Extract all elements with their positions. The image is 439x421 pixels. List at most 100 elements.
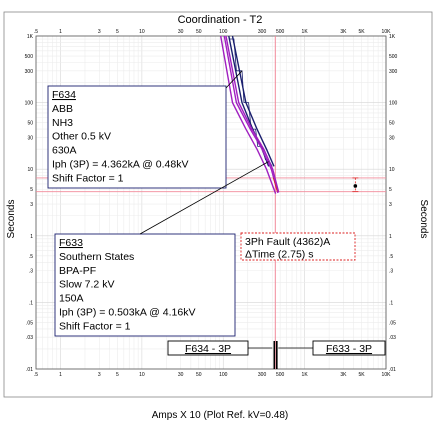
x-tick-label-top: 3K	[340, 29, 347, 35]
x-tick-label-top: 100	[219, 29, 228, 35]
tcc-curve-f633-band-0	[220, 35, 277, 194]
tcc-curve-f633-band-2	[225, 35, 280, 193]
note-fault-line-0: 3Ph Fault (4362)A	[245, 236, 330, 248]
tcc-curve-f634-band-1	[231, 35, 275, 167]
y-tick-label-left: 500	[25, 54, 34, 60]
x-tick-label-bottom: 10	[139, 372, 145, 378]
y-tick-label-left: .01	[26, 367, 33, 373]
x-tick-label-top: 10	[139, 29, 145, 35]
note-fault-box	[240, 232, 356, 261]
x-tick-label-bottom: 5	[116, 372, 119, 378]
y-tick-label-left: .03	[26, 335, 33, 341]
note-f633-box	[54, 233, 236, 337]
note-f633-line-4: 150A	[59, 293, 84, 305]
x-tick-label-top: 50	[196, 29, 202, 35]
x-tick-label-bottom: .5	[34, 372, 38, 378]
note-f633-line-2: BPA-PF	[59, 265, 96, 277]
y-tick-label-right: 50	[389, 121, 395, 127]
y-tick-label-left: 5	[30, 187, 33, 193]
y-axis-label: Seconds	[6, 200, 17, 239]
x-tick-label-bottom: 3K	[340, 372, 347, 378]
y-tick-label-right: .3	[389, 269, 393, 275]
y-tick-label-left: .1	[29, 300, 33, 306]
x-tick-label-top: 1K	[302, 29, 309, 35]
x-tick-label-top: .5	[34, 29, 38, 35]
chart-title: Coordination - T2	[178, 14, 263, 26]
y-tick-label-left: 1K	[27, 34, 34, 40]
x-tick-label-bottom: 1K	[302, 372, 309, 378]
note-f634-box	[47, 85, 227, 189]
x-tick-label-top: 1	[59, 29, 62, 35]
y-tick-label-right: 1K	[389, 34, 396, 40]
note-f633-line-6: Shift Factor = 1	[59, 320, 131, 332]
x-tick-label-bottom: 500	[276, 372, 285, 378]
note-f634-line-3: Other 0.5 kV	[52, 131, 111, 143]
tcc-curves	[220, 35, 280, 194]
x-tick-label-bottom: 30	[178, 372, 184, 378]
y-tick-label-right: 3	[389, 202, 392, 208]
x-tick-label-bottom: 100	[219, 372, 228, 378]
x-tick-label-top: 5K	[358, 29, 365, 35]
y-tick-label-right: 5	[389, 187, 392, 193]
outer-frame	[3, 11, 433, 398]
note-f634-line-5: Iph (3P) = 4.362kA @ 0.48kV	[52, 159, 188, 171]
note-f633-leader	[139, 161, 269, 235]
y-tick-label-left: .3	[29, 269, 33, 275]
device-label-1: F633 - 3P	[326, 343, 372, 355]
x-tick-label-top: 500	[276, 29, 285, 35]
fault-delta-tick	[272, 177, 278, 192]
note-f634-line-4: 630A	[52, 145, 77, 157]
y-tick-label-left: 100	[25, 101, 34, 107]
x-axis-label: Amps X 10 (Plot Ref. kV=0.48)	[152, 410, 288, 421]
y-tick-label-right: .01	[389, 367, 396, 373]
y-tick-label-left: 1	[30, 234, 33, 240]
tick-labels: .5 .5 1 1 3 3 5 5 10 10 30 30 50 50 100 100 300 300 500 500…	[25, 29, 398, 378]
y-tick-label-left: .5	[29, 254, 33, 260]
y-tick-label-left: 300	[25, 69, 34, 75]
device-notes: F634 ABB NH3 Other 0.5 kV 630A Iph (3P) = 4.3…	[47, 70, 386, 369]
note-f633-line-1: Southern States	[59, 251, 134, 263]
device-label-0: F634 - 3P	[185, 343, 231, 355]
y-tick-label-right: .05	[389, 320, 396, 326]
y-tick-label-right: 30	[389, 135, 395, 141]
note-f634-line-1: ABB	[52, 103, 73, 115]
y-tick-label-left: 30	[27, 135, 33, 141]
note-f633-line-3: Slow 7.2 kV	[59, 279, 114, 291]
note-f633-line-0: F633	[59, 237, 83, 249]
x-tick-label-bottom: 5K	[358, 372, 365, 378]
y-tick-label-right: 300	[389, 69, 398, 75]
note-f634-leader	[225, 70, 243, 89]
x-tick-label-top: 10K	[382, 29, 392, 35]
y-tick-label-right: 100	[389, 101, 398, 107]
note-f634-line-0: F634	[52, 89, 76, 101]
note-f633-line-5: Iph (3P) = 0.503kA @ 4.16kV	[59, 307, 195, 319]
x-tick-label-bottom: 300	[258, 372, 267, 378]
note-fault-line-1: ΔTime (2.75) s	[245, 249, 313, 261]
y-tick-label-right: 10	[389, 167, 395, 173]
y-tick-label-left: 10	[27, 167, 33, 173]
y-tick-label-right: .5	[389, 254, 393, 260]
x-tick-label-top: 30	[178, 29, 184, 35]
y-tick-label-left: 3	[30, 202, 33, 208]
x-tick-label-bottom: 1	[59, 372, 62, 378]
x-tick-label-bottom: 50	[196, 372, 202, 378]
note-f634-line-6: Shift Factor = 1	[52, 172, 124, 184]
note-f634-line-2: NH3	[52, 117, 73, 129]
y-tick-label-right: .03	[389, 335, 396, 341]
y-tick-label-right: 500	[389, 54, 398, 60]
y-tick-label-left: .05	[26, 320, 33, 326]
x-tick-label-bottom: 10K	[382, 372, 392, 378]
x-tick-label-top: 5	[116, 29, 119, 35]
plot-frame	[35, 35, 387, 370]
y-tick-label-right: 1	[389, 234, 392, 240]
tcc-curve-f633-band-1	[223, 35, 279, 194]
x-tick-label-top: 300	[258, 29, 267, 35]
y-tick-label-right: .1	[389, 300, 393, 306]
delta-point	[353, 184, 358, 188]
x-tick-label-bottom: 3	[98, 372, 101, 378]
y-tick-label-left: 50	[27, 121, 33, 127]
y-axis-label-right: Seconds	[418, 200, 429, 239]
delta-time-marker	[272, 177, 359, 193]
x-tick-label-top: 3	[98, 29, 101, 35]
